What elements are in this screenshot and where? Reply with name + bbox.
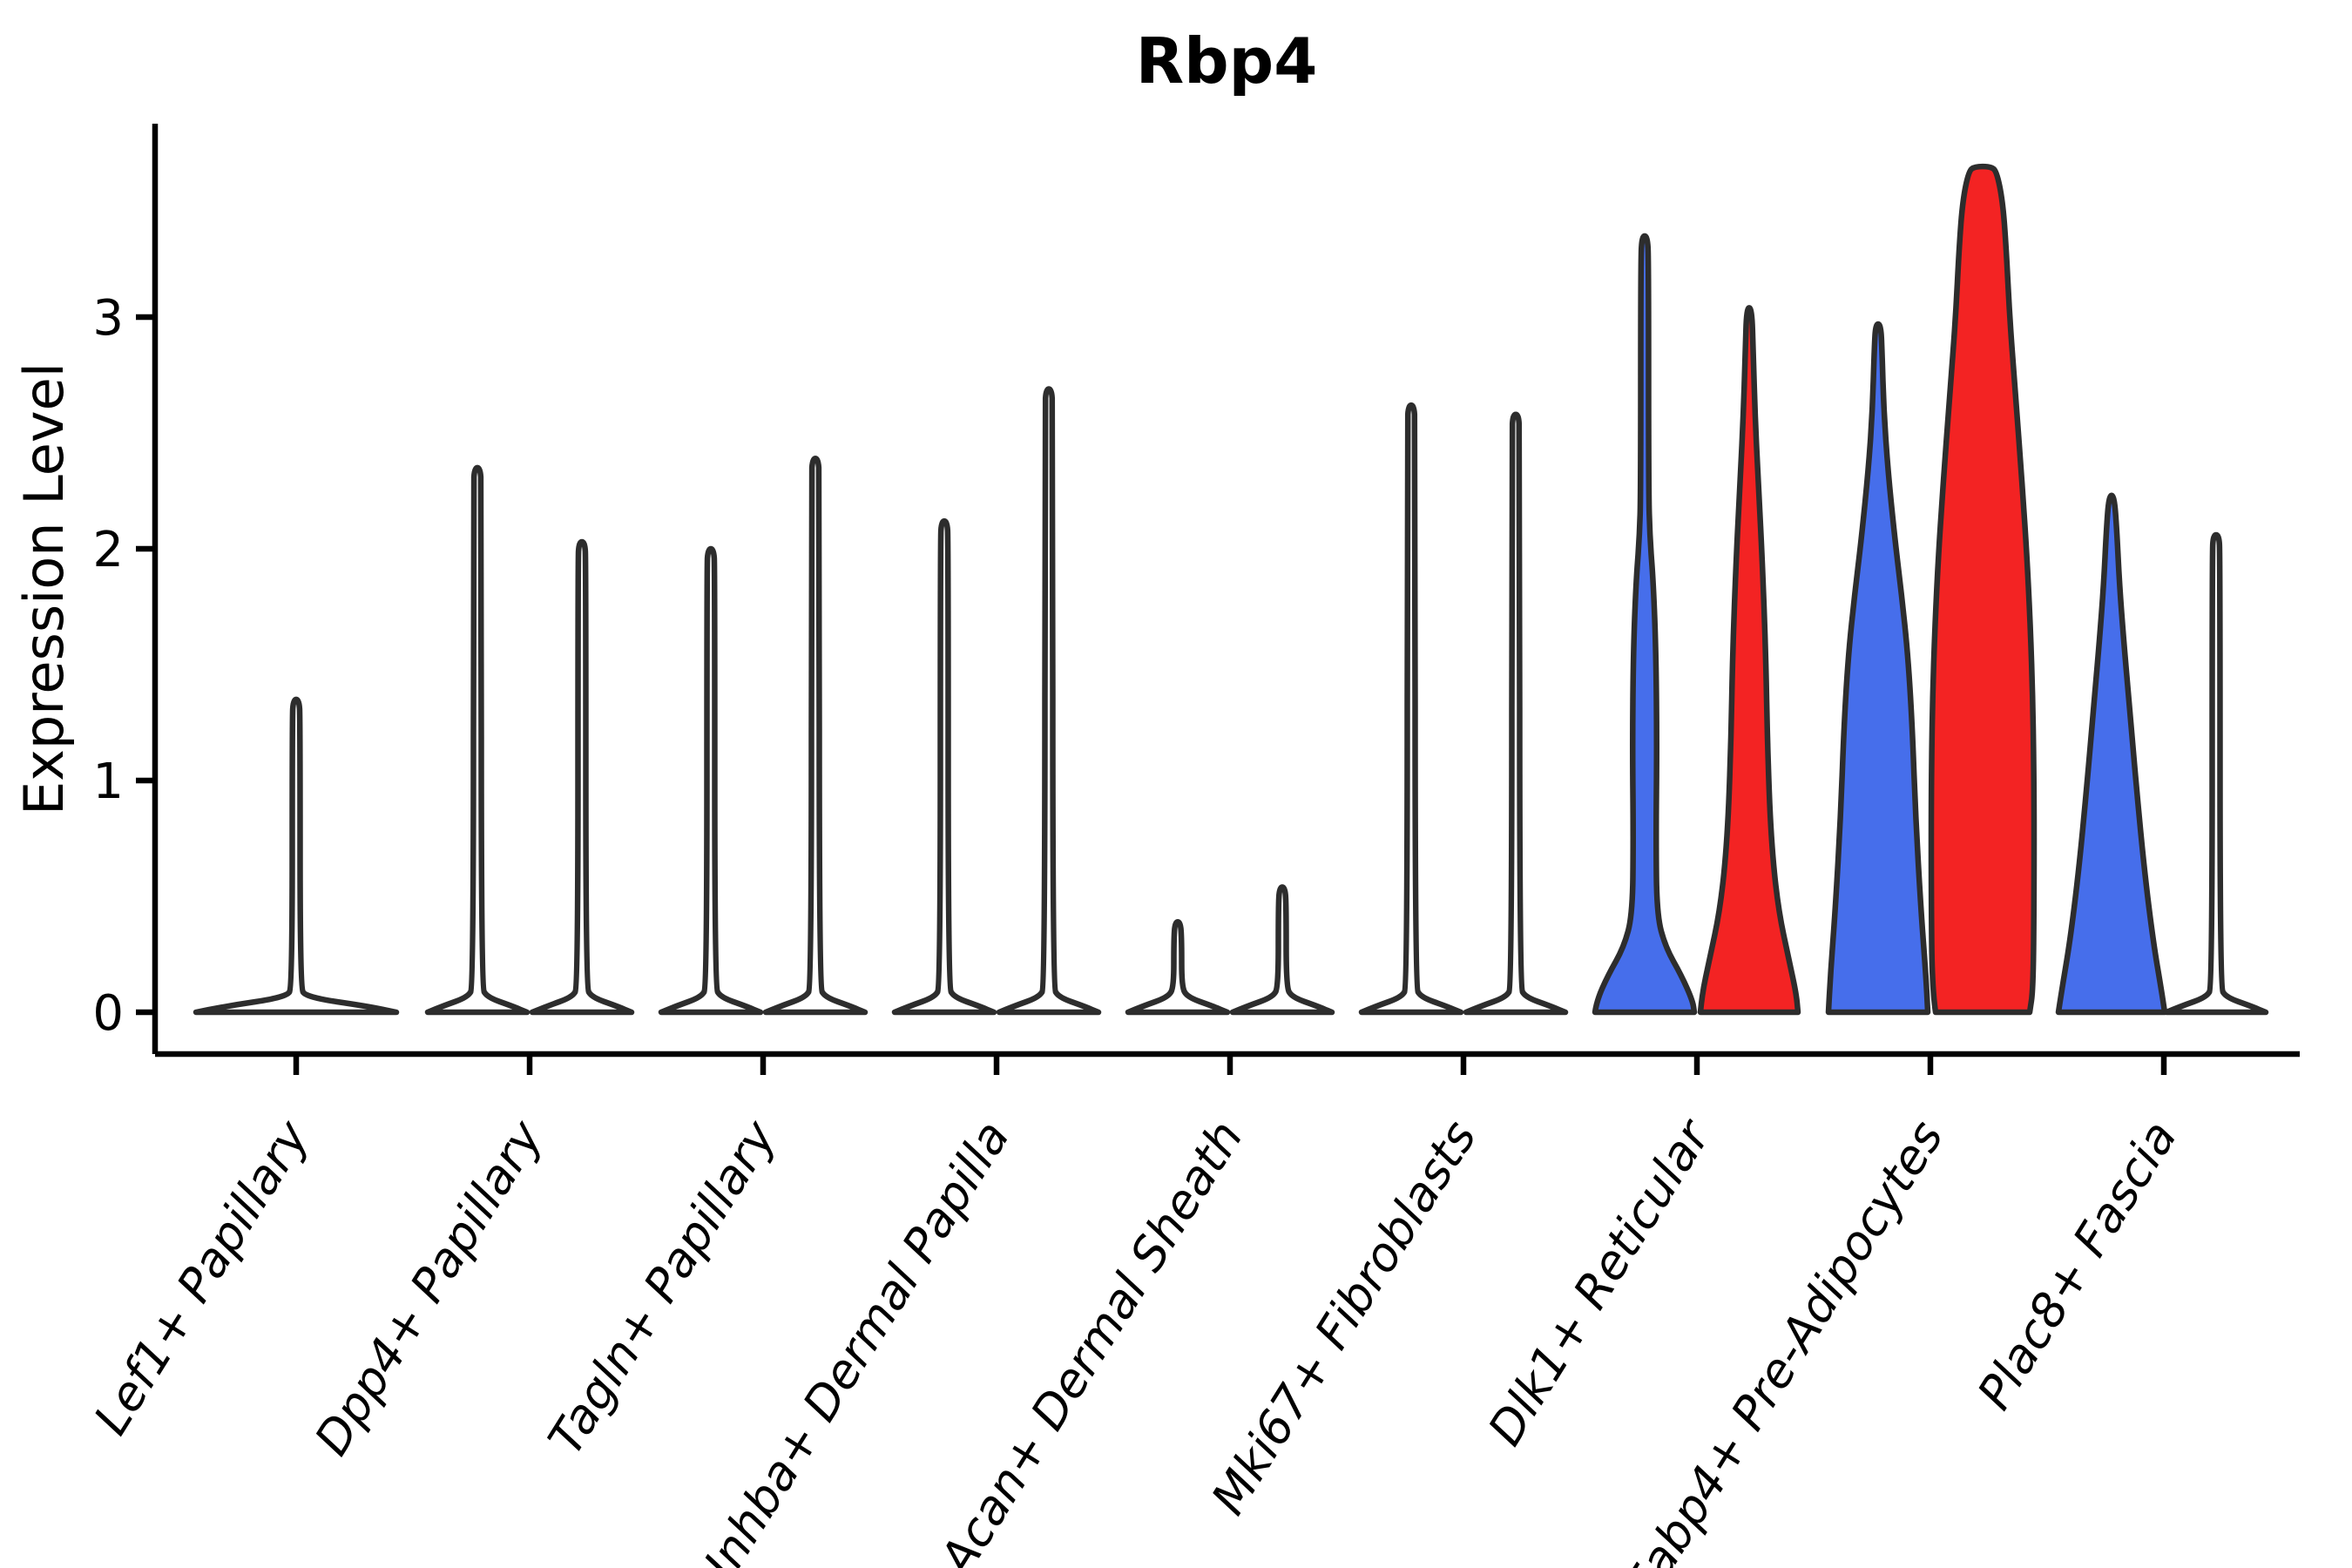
violin-6-left [1592, 233, 1698, 1016]
x-tick-label: Dpp4+ Papillary [304, 1111, 554, 1465]
violin-0-single [193, 696, 400, 1016]
violin-3-left [891, 517, 997, 1016]
violin-4-right [1229, 884, 1335, 1016]
chart-title: Rbp4 [1136, 24, 1318, 98]
x-tick-label: Mki67+ Fibroblasts [1200, 1112, 1487, 1524]
x-tick-label: Plac8+ Fascia [1967, 1112, 2187, 1419]
y-tick-label: 0 [92, 985, 124, 1042]
violin-7-left [1825, 321, 1931, 1016]
violin-1-right [529, 538, 635, 1016]
violin-2-left [658, 545, 764, 1016]
x-tick-label: Lef1+ Papillary [84, 1111, 321, 1444]
violin-8-right [2163, 531, 2269, 1016]
violin-8-left [2055, 492, 2168, 1016]
y-tick-label: 2 [92, 522, 124, 578]
violin-3-right [996, 386, 1102, 1016]
violin-2-right [762, 456, 868, 1016]
violin-5-left [1358, 402, 1464, 1016]
y-tick-label: 3 [92, 290, 124, 347]
violin-layer [193, 163, 2269, 1016]
violin-7-right [1928, 163, 2038, 1016]
violin-4-left [1125, 919, 1231, 1016]
violin-5-right [1463, 411, 1569, 1016]
violin-6-right [1697, 305, 1801, 1016]
x-tick-label: Tagln+ Papillary [537, 1111, 787, 1464]
y-tick-label: 1 [92, 754, 124, 810]
violin-1-left [424, 464, 531, 1016]
x-tick-label: Dlk1+ Reticular [1477, 1109, 1722, 1455]
y-axis-label: Expression Level [12, 362, 76, 815]
axes-layer [136, 124, 2300, 1075]
